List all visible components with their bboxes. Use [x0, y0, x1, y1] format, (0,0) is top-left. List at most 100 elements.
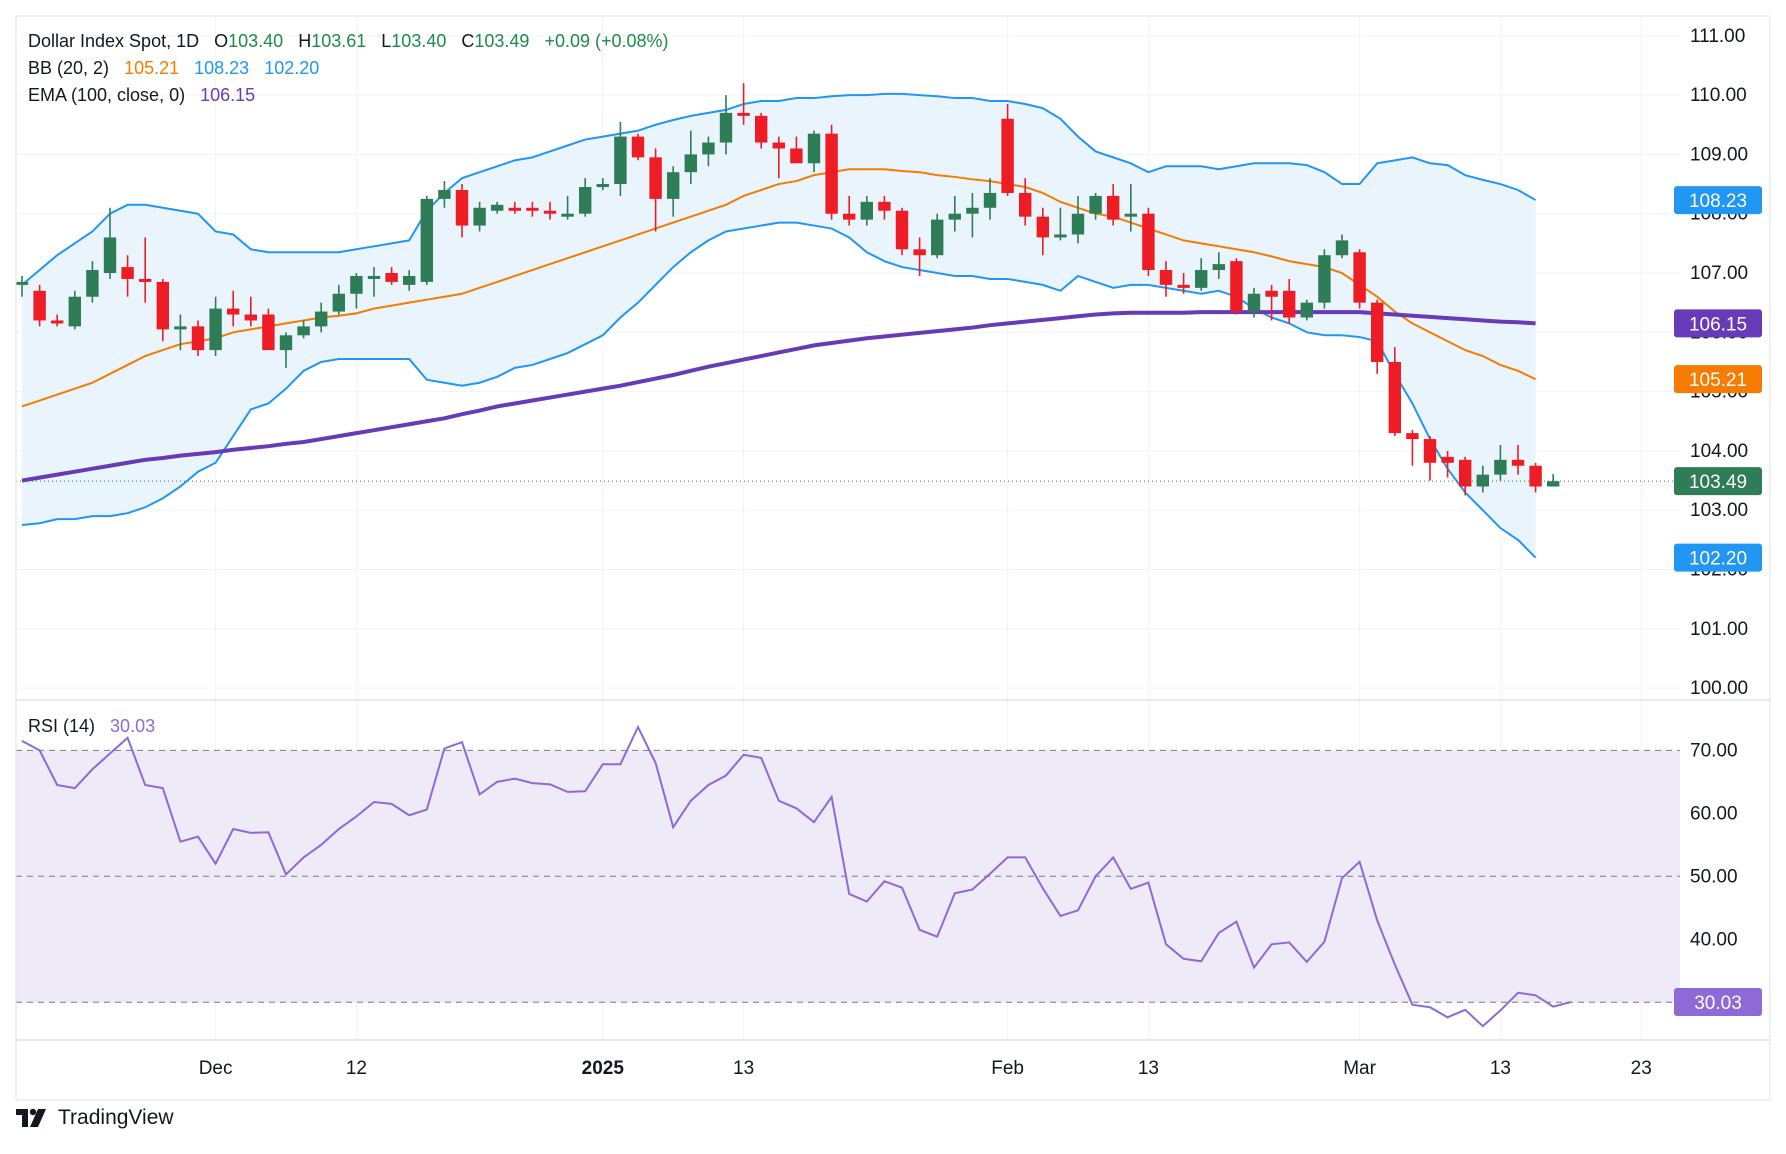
bb-lower-line	[21, 221, 1537, 559]
bb-lower-value: 102.20	[264, 58, 319, 78]
candle-body	[684, 154, 697, 173]
price-tick-label: 103.00	[1690, 500, 1748, 521]
candle-body	[1177, 284, 1190, 288]
time-tick-label: Dec	[199, 1058, 233, 1079]
candle-body	[1124, 213, 1137, 217]
time-tick-label: 23	[1631, 1058, 1652, 1079]
candle-body	[649, 157, 662, 199]
candle-body	[508, 207, 521, 211]
candlestick-series	[15, 83, 1680, 496]
badge-bb-lower-text: 102.20	[1689, 549, 1747, 570]
ema-value: 106.15	[200, 85, 255, 105]
price-tick-label: 100.00	[1690, 678, 1748, 699]
brand-name: TradingView	[58, 1106, 174, 1129]
bb-upper-value: 108.23	[194, 58, 249, 78]
candle-body	[1300, 302, 1313, 318]
candle-body	[420, 198, 433, 282]
candle-body	[1547, 481, 1560, 487]
candle-body	[1107, 195, 1120, 220]
time-tick-label: 13	[1490, 1058, 1511, 1079]
candle-body	[614, 136, 627, 185]
price-tick-label: 111.00	[1690, 26, 1745, 47]
candle-body	[878, 201, 891, 211]
rsi-value: 30.03	[110, 716, 155, 736]
candle-body	[772, 142, 785, 149]
tradingview-logo-icon	[16, 1108, 46, 1127]
legend-ohlc: Dollar Index Spot, 1D O103.40 H103.61 L1…	[28, 31, 669, 51]
candle-body	[895, 210, 909, 250]
price-tick-label: 109.00	[1690, 144, 1748, 165]
high-value: 103.61	[311, 31, 366, 51]
candle-body	[702, 142, 715, 155]
candle-body	[966, 207, 979, 214]
price-axis[interactable]: 111.00110.00109.00108.00107.00106.00105.…	[1690, 26, 1748, 699]
candle-body	[1459, 459, 1472, 487]
candle-body	[1089, 195, 1102, 214]
candle-body	[1388, 361, 1401, 434]
candle-body	[1001, 118, 1014, 193]
candle-body	[438, 189, 451, 199]
rsi-tick-label: 60.00	[1690, 803, 1738, 824]
price-badges: 108.23 106.15 105.21 103.49 102.20 30.03	[1674, 186, 1762, 1017]
price-tick-label: 101.00	[1690, 619, 1748, 640]
change-value: +0.09 (+0.08%)	[544, 31, 668, 51]
badge-ema-bg	[1674, 309, 1762, 338]
candle-body	[1371, 302, 1384, 362]
brand-footer[interactable]: TradingView	[16, 1104, 174, 1132]
candle-body	[174, 326, 187, 330]
badge-rsi: 30.03	[1674, 988, 1762, 1017]
candle-body	[51, 320, 64, 324]
badge-rsi-text: 30.03	[1694, 993, 1742, 1014]
candle-body	[315, 311, 328, 327]
candle-body	[139, 278, 152, 282]
candle-body	[1071, 213, 1085, 235]
time-tick-label: 2025	[582, 1058, 625, 1079]
legend-bb: BB (20, 2) 105.21 108.23 102.20	[28, 58, 319, 78]
candle-body	[948, 213, 961, 220]
candle-body	[1247, 293, 1261, 312]
candle-body	[1195, 270, 1208, 288]
time-tick-label: 12	[346, 1058, 367, 1079]
candle-body	[33, 290, 46, 321]
low-value: 103.40	[391, 31, 446, 51]
ema-label: EMA (100, close, 0)	[28, 85, 185, 105]
badge-bb-upper-text: 108.23	[1689, 191, 1747, 212]
bb-label: BB (20, 2)	[28, 58, 109, 78]
candle-body	[156, 281, 169, 330]
candle-body	[1511, 459, 1525, 466]
time-tick-label: Feb	[991, 1058, 1024, 1079]
time-tick-label: 13	[733, 1058, 754, 1079]
price-tick-label: 104.00	[1690, 441, 1748, 462]
candle-body	[279, 335, 293, 351]
candle-body	[191, 326, 205, 351]
candle-body	[297, 326, 310, 336]
candle-body	[913, 249, 926, 256]
candle-body	[103, 237, 117, 274]
candle-body	[1441, 456, 1454, 463]
bb-upper-line	[21, 92, 1537, 286]
candle-body	[491, 204, 504, 211]
candle-body	[1529, 465, 1542, 487]
candle-body	[367, 275, 381, 279]
candle-body	[227, 308, 240, 315]
candle-body	[86, 270, 99, 297]
candle-body	[1476, 474, 1489, 487]
bb-fill-area	[22, 93, 1536, 558]
rsi-label: RSI (14)	[28, 716, 95, 736]
candle-body	[526, 207, 539, 211]
candle-body	[579, 187, 592, 214]
rsi-axis[interactable]: 70.00 60.00 50.00 40.00	[1690, 740, 1738, 950]
badge-last-price-bg	[1674, 467, 1762, 496]
candle-body	[1283, 290, 1296, 318]
time-axis[interactable]: Dec 12 2025 13 Feb 13 Mar 13 23	[199, 1058, 1652, 1079]
candle-body	[596, 184, 609, 188]
candle-body	[1265, 290, 1278, 297]
rsi-tick-label: 70.00	[1690, 740, 1738, 761]
bb-basis-value: 105.21	[124, 58, 179, 78]
badge-last-price-text: 103.49	[1689, 472, 1747, 493]
badge-last-price: 103.49	[1674, 467, 1762, 496]
close-value: 103.49	[474, 31, 529, 51]
candle-body	[1353, 252, 1366, 303]
candle-body	[1142, 213, 1155, 271]
badge-bb-basis-text: 105.21	[1689, 370, 1747, 391]
